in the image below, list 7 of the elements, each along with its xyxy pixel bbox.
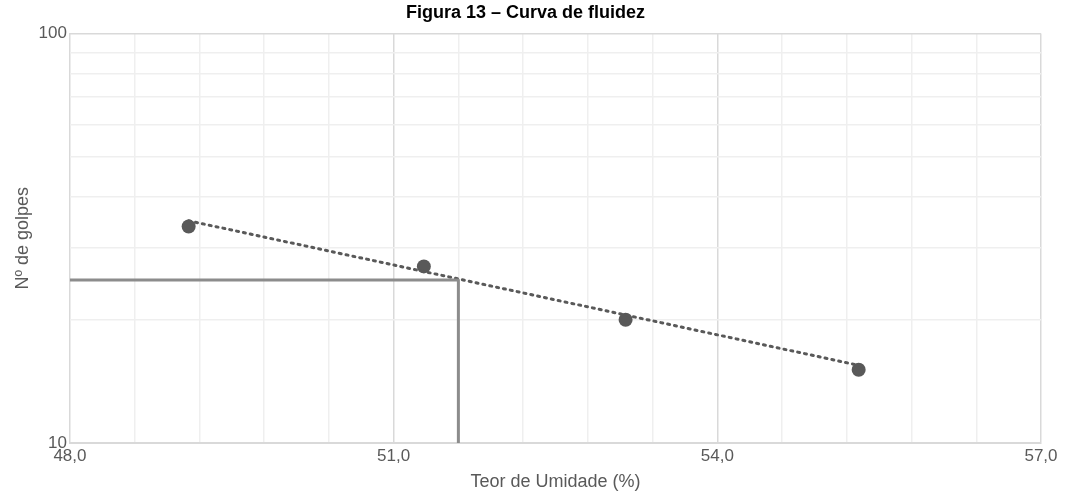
x-axis-title: Teor de Umidade (%) xyxy=(470,471,641,492)
x-tick-label: 54,0 xyxy=(700,445,734,465)
x-tick-label: 57,0 xyxy=(1024,445,1058,465)
x-tick-label: 51,0 xyxy=(377,445,411,465)
y-axis-title: Nº de golpes xyxy=(11,186,32,290)
y-tick-label: 100 xyxy=(38,23,67,43)
chart-title: Figura 13 – Curva de fluidez xyxy=(405,1,646,22)
